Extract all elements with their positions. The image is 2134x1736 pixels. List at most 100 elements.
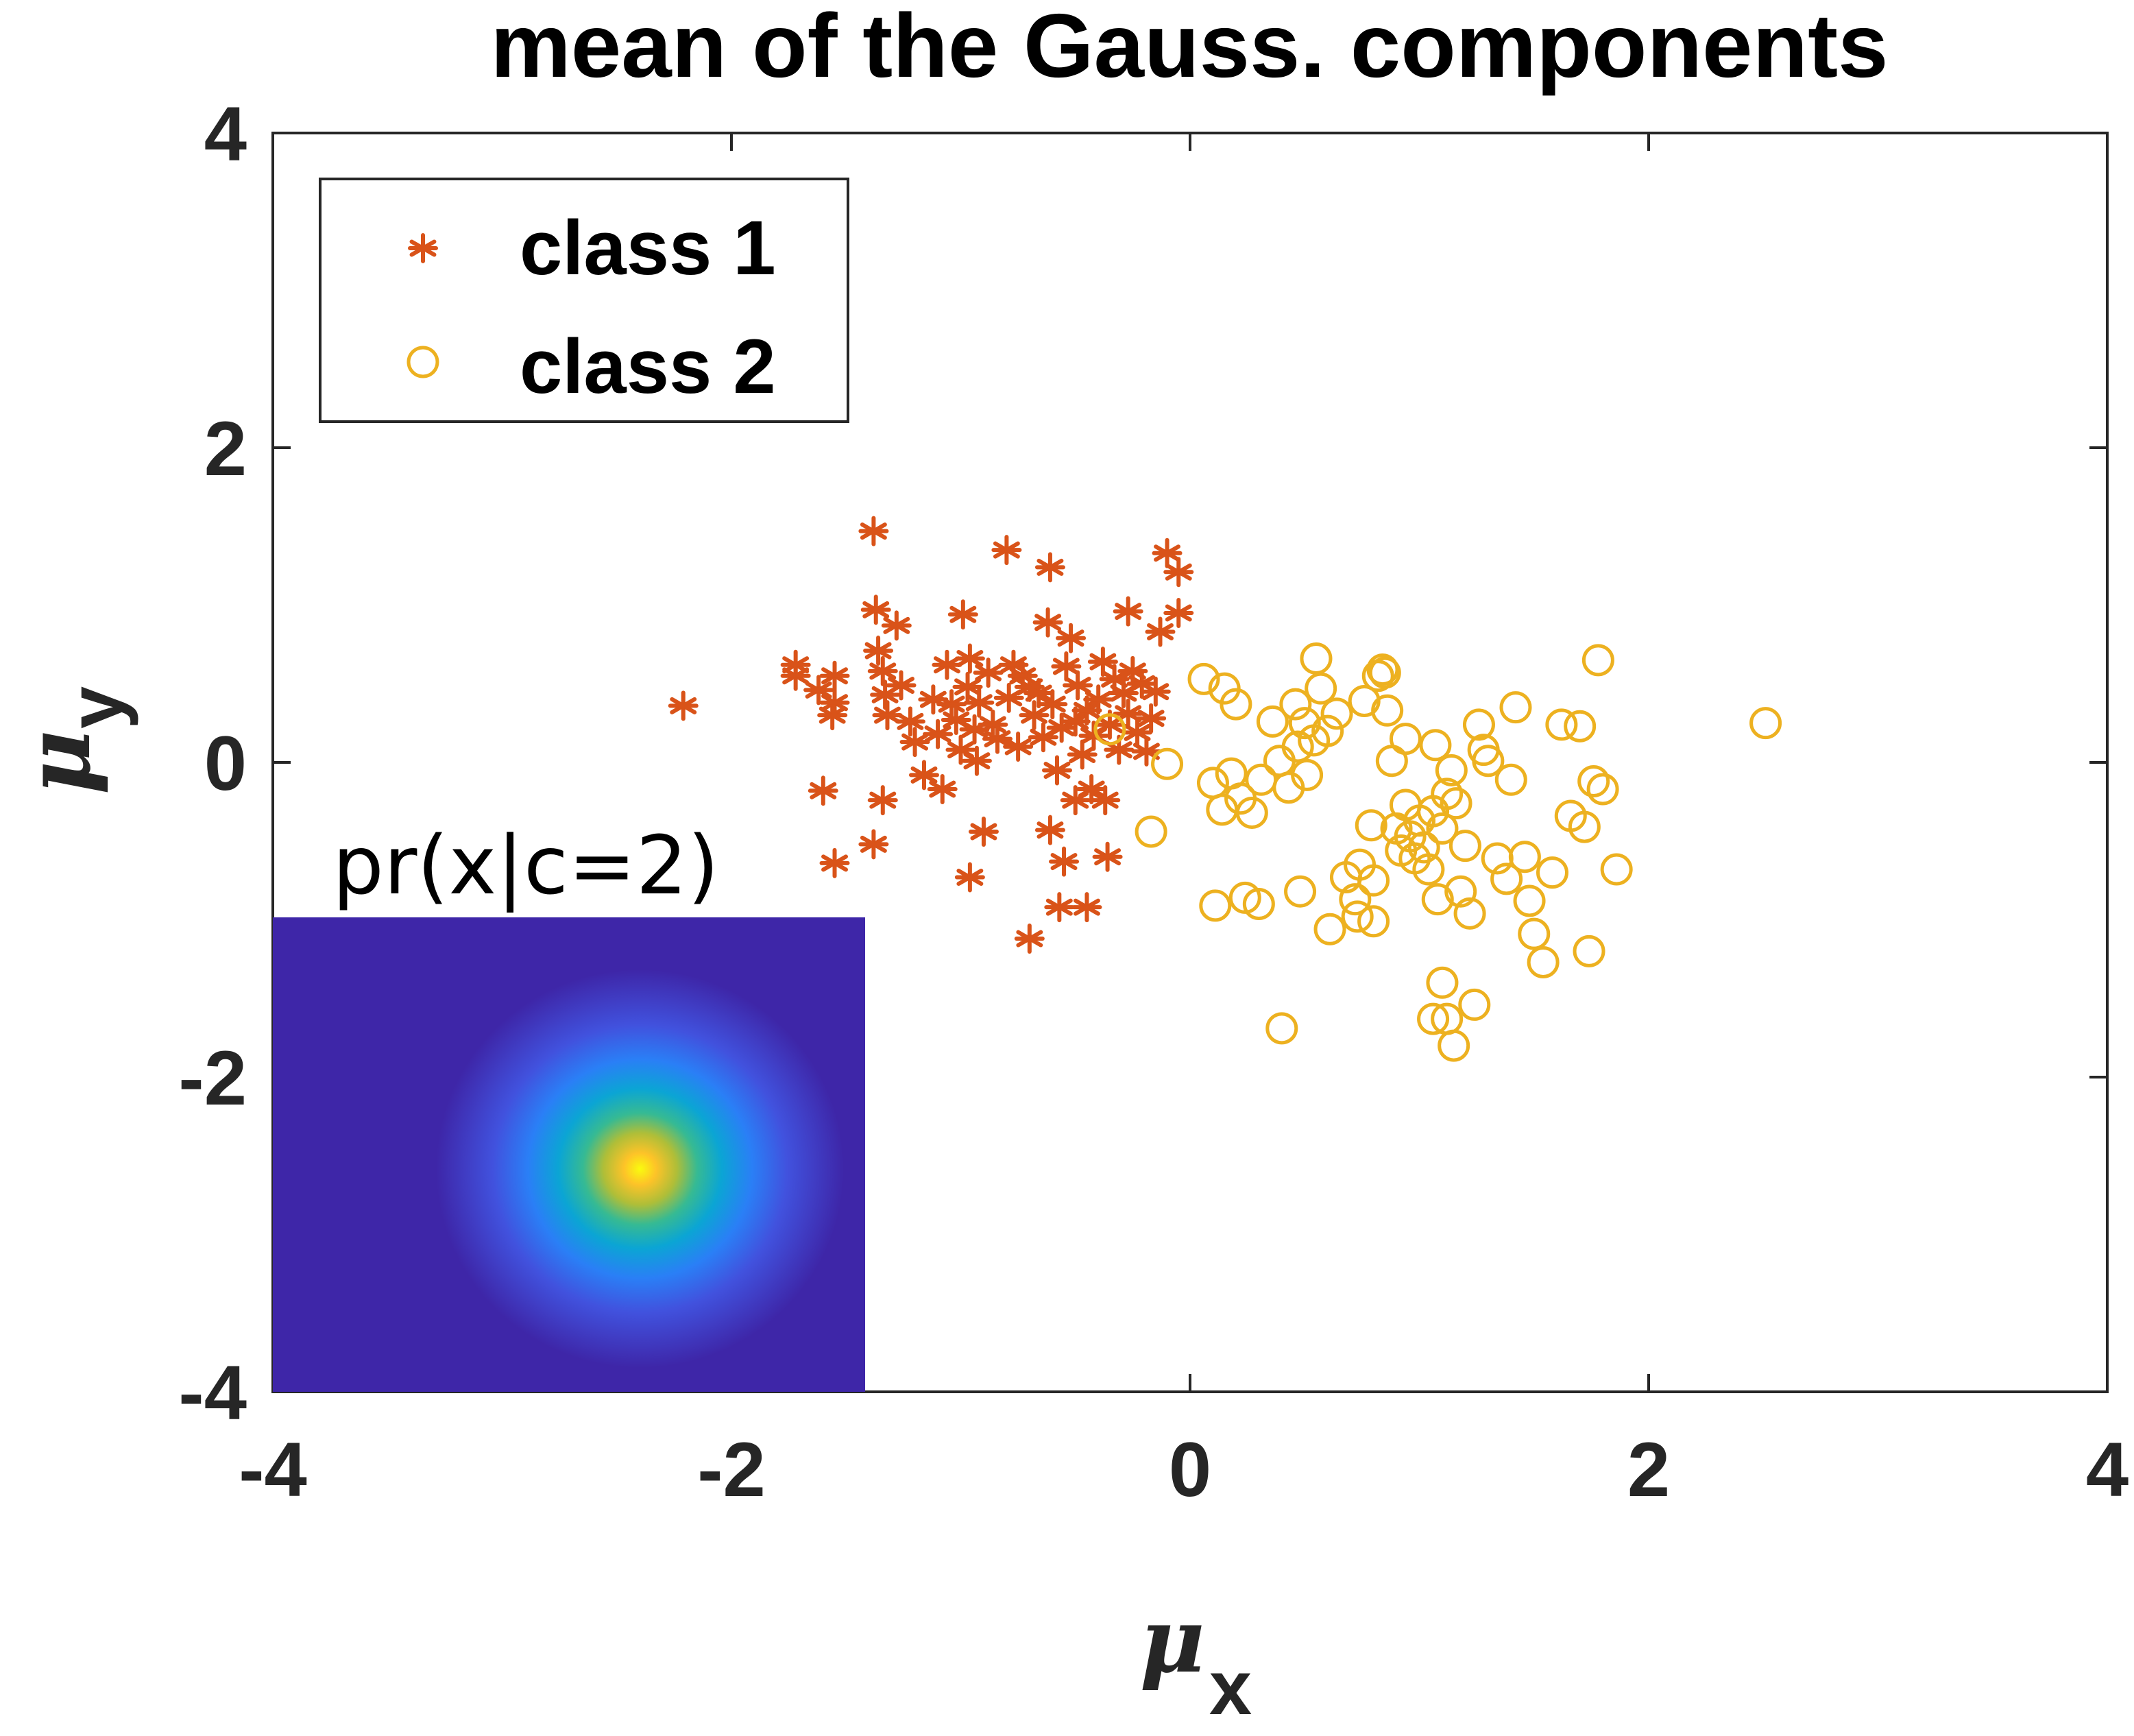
class-1-point (1092, 841, 1123, 872)
axis-ticks: -4 -2 0 2 4 -4 -2 0 2 4 (178, 91, 2129, 1512)
class-1-point (968, 816, 999, 847)
class-2-point (1256, 705, 1289, 738)
x-tick-label: -4 (239, 1427, 307, 1512)
class-1-point (978, 709, 1008, 740)
series-class-2 (1093, 642, 1782, 1062)
class-2-point (1440, 787, 1472, 820)
class-1-point (952, 671, 983, 702)
legend-asterisk-icon (408, 233, 438, 263)
class-1-point (932, 649, 962, 680)
class-1-point (863, 636, 894, 666)
class-2-point (1419, 729, 1452, 762)
y-tick-label: 2 (204, 406, 247, 492)
class-2-point (1499, 691, 1532, 724)
class-1-point (973, 658, 1004, 688)
class-1-point (927, 774, 958, 805)
y-axis-label-mu: μ (5, 730, 110, 795)
class-1-point (1113, 596, 1143, 627)
class-2-point (1749, 707, 1782, 740)
class-1-point (1145, 616, 1176, 647)
class-2-point (1513, 884, 1546, 917)
class-1-point (1136, 703, 1167, 734)
legend-marker-class-1 (408, 233, 438, 263)
class-2-point (1311, 714, 1344, 747)
class-1-point (1037, 689, 1068, 720)
class-2-point (1490, 863, 1523, 895)
y-axis-label-sub: y (53, 686, 138, 729)
inset-title: pr(x|c=2) (332, 818, 719, 913)
class-2-point (1093, 713, 1126, 746)
class-2-point (1494, 763, 1527, 796)
class-2-point (1518, 917, 1551, 950)
class-1-point (819, 687, 850, 718)
class-2-point (1199, 889, 1232, 922)
class-1-point (954, 643, 985, 674)
legend-box (319, 178, 849, 423)
y-tick-label: -2 (178, 1035, 247, 1121)
class-1-point (923, 719, 954, 749)
class-2-point (1265, 1012, 1298, 1045)
class-1-point (1049, 846, 1080, 877)
class-2-point (1366, 653, 1399, 686)
class-2-point (1462, 708, 1495, 741)
class-2-point (1568, 810, 1601, 843)
class-1-point (1023, 678, 1054, 709)
class-1-point (858, 829, 889, 860)
class-2-point (1281, 730, 1314, 763)
class-2-point (1279, 688, 1312, 721)
class-1-point (819, 847, 850, 878)
class-2-point (1305, 672, 1337, 705)
class-2-point (1135, 815, 1167, 848)
class-2-point (1357, 905, 1390, 938)
x-axis-label-mu: μ (1139, 1588, 1204, 1693)
class-2-point (1357, 864, 1390, 897)
class-2-point (1426, 966, 1459, 999)
class-2-point (1527, 945, 1560, 978)
class-2-point (1288, 707, 1321, 740)
class-2-point (1564, 710, 1597, 743)
class-2-point (1291, 758, 1324, 791)
class-2-point (1421, 883, 1454, 916)
class-1-point (1051, 651, 1082, 682)
class-1-point (858, 516, 889, 546)
class-2-point (1573, 935, 1605, 967)
class-1-point (1056, 623, 1087, 653)
class-1-point (1032, 607, 1063, 638)
x-tick-label: 4 (2086, 1427, 2129, 1512)
class-1-point (1014, 924, 1045, 954)
class-1-point (1152, 538, 1183, 568)
class-1-point (1034, 552, 1065, 583)
class-1-point (860, 594, 891, 625)
class-1-point (803, 675, 834, 706)
class-2-point (1472, 745, 1505, 777)
y-tick-label: -4 (178, 1350, 247, 1436)
class-1-point (1067, 739, 1098, 770)
class-1-point (872, 700, 903, 731)
class-1-point (954, 862, 985, 893)
class-2-point (1431, 777, 1464, 810)
class-1-point (1163, 597, 1194, 628)
class-1-point (908, 760, 939, 791)
class-2-point (1187, 662, 1220, 695)
class-2-point (1412, 853, 1445, 886)
class-2-point (1417, 1002, 1450, 1035)
y-tick-label: 4 (204, 91, 247, 177)
legend-label-class-1: class 1 (520, 205, 776, 291)
class-2-point (1448, 830, 1481, 863)
class-1-point (1041, 755, 1072, 786)
legend-label-class-2: class 2 (520, 324, 776, 409)
x-tick-label: -2 (697, 1427, 766, 1512)
legend-marker-class-2 (407, 346, 439, 378)
class-1-point (1071, 695, 1102, 726)
class-1-point (936, 689, 967, 720)
class-2-point (1300, 642, 1333, 675)
inset-heatmap: pr(x|c=2) (273, 818, 865, 1392)
class-1-point (1063, 670, 1093, 701)
x-axis-label: μ x (1139, 1588, 1252, 1731)
class-1-point (991, 535, 1022, 566)
class-2-point (1151, 747, 1184, 780)
legend-circle-icon (407, 346, 439, 378)
x-axis-label-sub: x (1209, 1645, 1252, 1731)
class-1-point (899, 727, 930, 758)
